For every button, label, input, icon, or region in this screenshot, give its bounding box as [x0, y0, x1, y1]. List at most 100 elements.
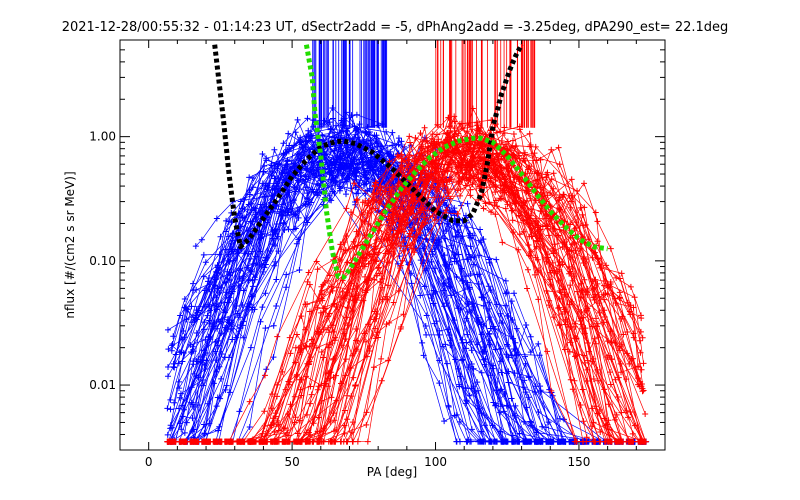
red-marker [583, 378, 590, 385]
blue-marker [341, 162, 348, 169]
blue-marker [273, 302, 280, 309]
blue-marker [480, 236, 487, 243]
blue-marker [342, 166, 349, 173]
blue-marker [241, 206, 248, 213]
blue-marker [168, 347, 175, 354]
blue-marker [497, 428, 504, 435]
blue-marker [249, 184, 256, 191]
blue-marker [464, 279, 471, 286]
blue-marker [366, 185, 373, 192]
blue-marker [485, 283, 492, 290]
blue-marker [290, 226, 297, 233]
blue-marker [229, 336, 236, 343]
blue-marker [408, 220, 415, 227]
blue-marker [270, 322, 277, 329]
blue-marker [302, 200, 309, 207]
blue-marker [248, 206, 255, 213]
blue-marker [283, 271, 290, 278]
blue-marker [218, 375, 225, 382]
blue-marker [298, 138, 305, 145]
blue-marker [314, 192, 321, 199]
blue-marker [504, 312, 511, 319]
blue-marker [214, 303, 221, 310]
blue-marker [371, 132, 378, 139]
blue-marker [511, 290, 518, 297]
blue-marker [217, 395, 224, 402]
blue-marker [487, 372, 494, 379]
blue-marker [424, 205, 431, 212]
blue-marker [249, 306, 256, 313]
blue-marker [241, 214, 248, 221]
blue-marker [221, 324, 228, 331]
blue-marker [487, 325, 494, 332]
blue-marker [264, 182, 271, 189]
blue-marker [225, 233, 232, 240]
blue-marker [498, 320, 505, 327]
blue-marker [398, 138, 405, 145]
blue-marker [477, 237, 484, 244]
blue-marker [356, 121, 363, 128]
blue-marker [362, 140, 369, 147]
blue-marker [221, 354, 228, 361]
blue-marker [456, 418, 463, 425]
blue-marker [279, 212, 286, 219]
blue-marker [260, 168, 267, 175]
blue-marker [340, 122, 347, 129]
blue-marker [295, 214, 302, 221]
blue-marker [188, 384, 195, 391]
blue-marker [271, 163, 278, 170]
blue-marker [201, 303, 208, 310]
blue-marker [512, 358, 519, 365]
blue-marker [167, 406, 174, 413]
blue-marker [262, 325, 269, 332]
blue-marker [206, 281, 213, 288]
blue-marker [177, 390, 184, 397]
blue-marker [280, 150, 287, 157]
blue-marker [281, 226, 288, 233]
blue-marker [171, 399, 178, 406]
blue-marker [200, 273, 207, 280]
blue-marker [474, 387, 481, 394]
blue-marker [395, 135, 402, 142]
blue-marker [336, 183, 343, 190]
blue-marker [210, 380, 217, 387]
blue-marker [523, 322, 530, 329]
blue-marker [333, 159, 340, 166]
blue-marker [176, 378, 183, 385]
blue-marker [502, 290, 509, 297]
blue-marker [466, 392, 473, 399]
blue-marker [304, 115, 311, 122]
blue-marker [269, 232, 276, 239]
blue-marker [179, 402, 186, 409]
blue-marker [229, 237, 236, 244]
blue-marker [493, 256, 500, 263]
blue-marker [458, 357, 465, 364]
blue-marker [181, 429, 188, 436]
blue-marker [463, 339, 470, 346]
red-marker [573, 224, 580, 231]
blue-marker [444, 204, 451, 211]
red-marker [389, 183, 396, 190]
blue-marker [295, 177, 302, 184]
blue-marker [171, 364, 178, 371]
blue-marker [321, 117, 328, 124]
x-tick-label: 100 [424, 455, 447, 469]
blue-marker [433, 318, 440, 325]
blue-marker [259, 304, 266, 311]
blue-marker [487, 287, 494, 294]
blue-marker [302, 173, 309, 180]
blue-marker [305, 198, 312, 205]
blue-marker [509, 432, 516, 439]
blue-marker [205, 275, 212, 281]
blue-marker [363, 174, 370, 181]
blue-marker [283, 284, 290, 291]
blue-marker [329, 115, 336, 122]
red-marker [544, 348, 551, 355]
blue-marker [213, 294, 220, 301]
blue-marker [237, 267, 244, 274]
blue-marker [216, 251, 223, 258]
y-tick-label: 0.01 [89, 378, 116, 392]
blue-marker [503, 402, 510, 409]
blue-marker [259, 151, 266, 158]
x-axis-label: PA [deg] [367, 465, 417, 479]
